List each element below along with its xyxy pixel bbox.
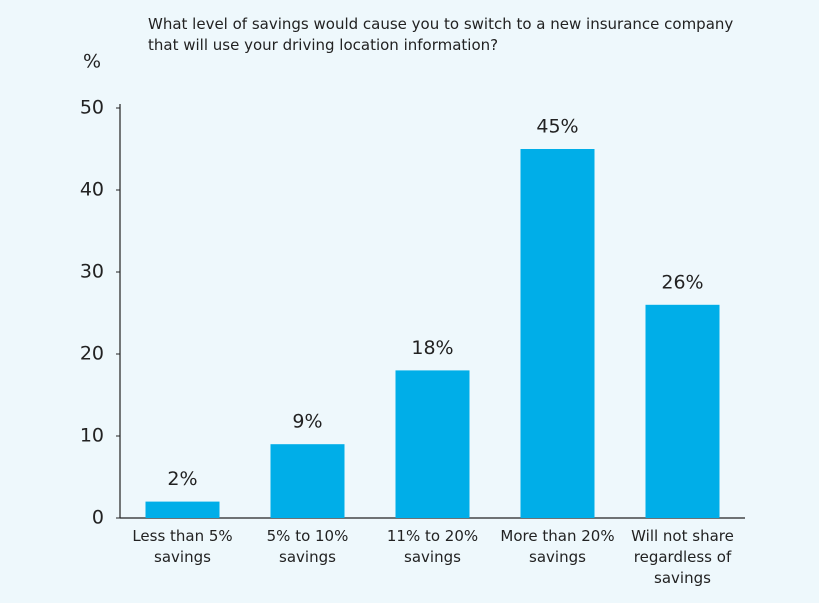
bar [270, 444, 345, 518]
y-tick-label: 40 [80, 179, 104, 201]
y-tick-label: 20 [80, 343, 104, 365]
y-tick-label: 50 [80, 97, 104, 119]
bar [645, 304, 720, 518]
bar [145, 501, 220, 518]
value-label: 2% [167, 468, 197, 490]
bar [520, 149, 595, 518]
value-label: 45% [536, 116, 578, 138]
chart-title: What level of savings would cause you to… [148, 15, 734, 54]
value-label: 18% [411, 337, 453, 359]
x-tick-label: Will not share regardless of savings [631, 527, 734, 587]
y-axis-label: % [83, 51, 101, 73]
x-tick-label: More than 20% savings [500, 527, 615, 566]
x-tick-label: Less than 5% savings [132, 527, 233, 566]
value-label: 26% [661, 271, 703, 293]
y-tick-label: 30 [80, 261, 104, 283]
y-tick-label: 0 [92, 507, 104, 529]
y-tick-label: 10 [80, 425, 104, 447]
x-tick-label: 5% to 10% savings [266, 527, 349, 566]
x-tick-label: 11% to 20% savings [386, 527, 479, 566]
bar [395, 370, 470, 518]
value-label: 9% [292, 411, 322, 433]
